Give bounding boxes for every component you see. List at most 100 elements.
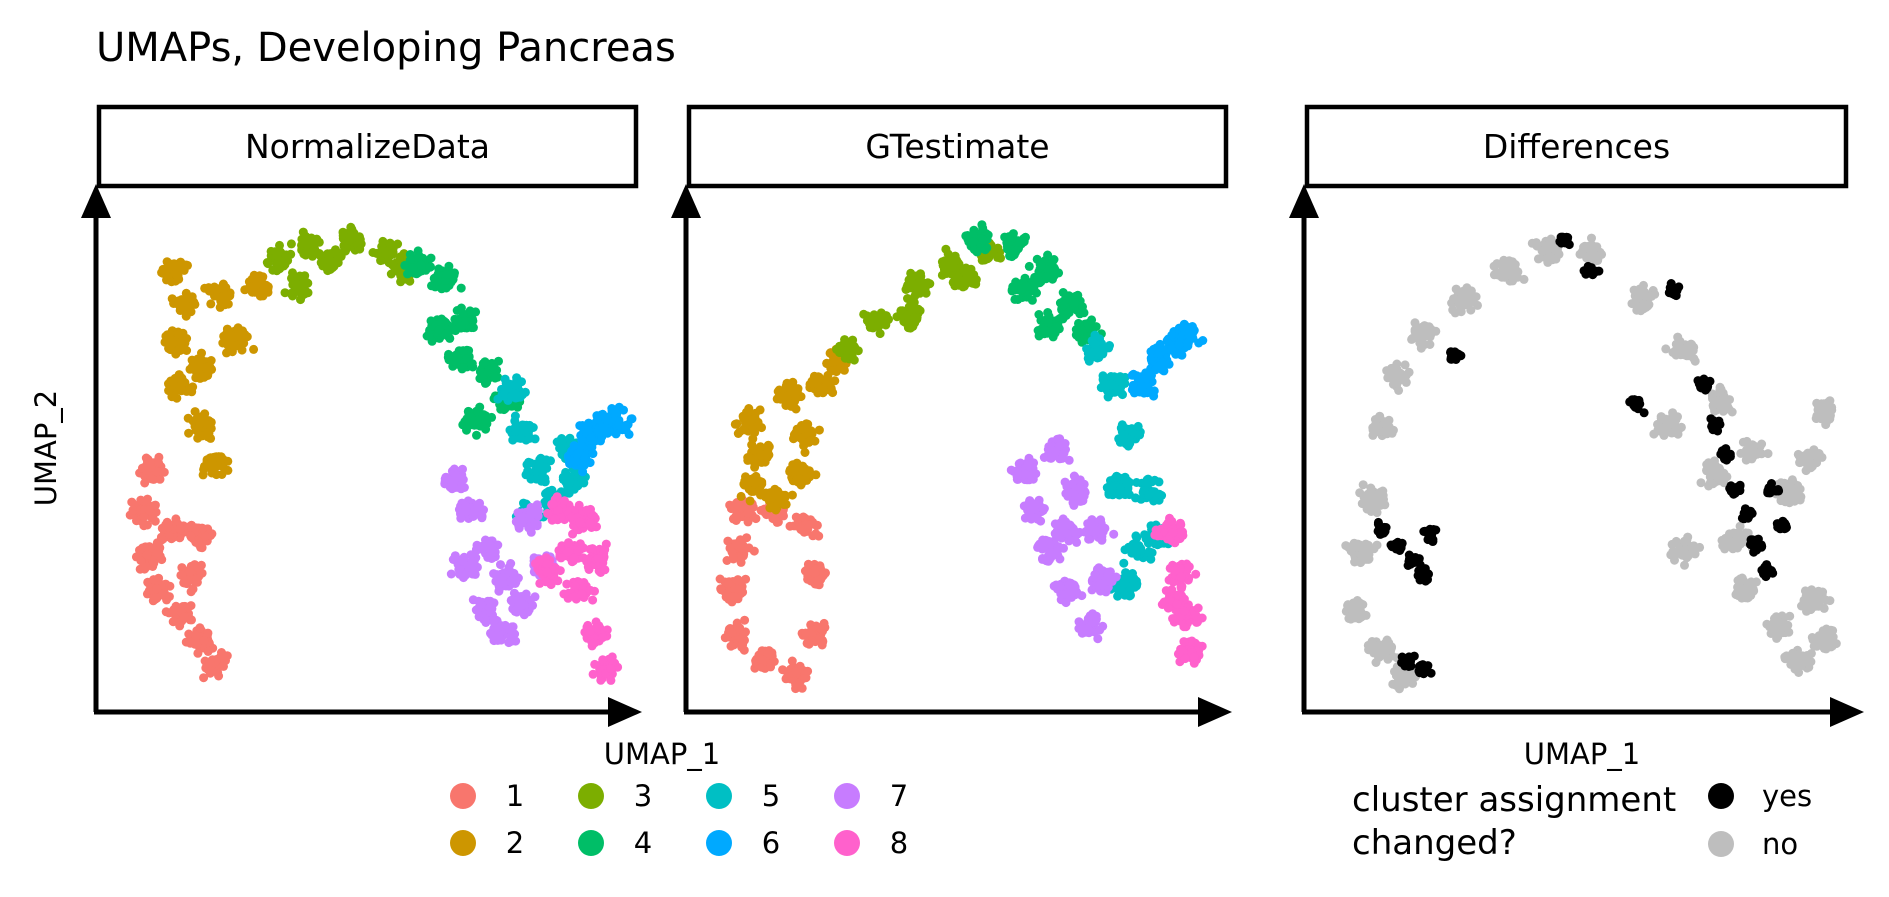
- point-1: [727, 547, 737, 557]
- point-7: [468, 595, 478, 605]
- point-4: [1024, 261, 1034, 271]
- point-4: [468, 323, 478, 333]
- point-1: [203, 628, 213, 638]
- point-7: [506, 559, 516, 568]
- point-1: [195, 623, 205, 633]
- point-2: [219, 331, 229, 341]
- point-4: [408, 263, 418, 273]
- point-8: [606, 663, 616, 673]
- point-5: [1120, 474, 1130, 484]
- point-2: [807, 427, 817, 437]
- point-4: [978, 235, 988, 245]
- point-2: [237, 331, 247, 341]
- point-3: [881, 311, 891, 321]
- point-1: [815, 623, 825, 633]
- point-2: [228, 332, 238, 342]
- point-7: [456, 513, 466, 523]
- point-7: [526, 527, 536, 537]
- point-1: [199, 636, 209, 646]
- point-3: [286, 239, 296, 249]
- point-2: [199, 461, 209, 471]
- point-7: [529, 506, 538, 516]
- point-3: [381, 249, 391, 259]
- point-2: [182, 346, 192, 355]
- point-4: [1030, 273, 1040, 283]
- point-1: [772, 517, 782, 527]
- point-8: [570, 581, 580, 591]
- point-4: [1034, 310, 1044, 319]
- point-3: [303, 278, 313, 288]
- point-8: [541, 577, 551, 587]
- point-5: [578, 475, 588, 485]
- point-5: [1109, 372, 1119, 382]
- point-1: [193, 648, 203, 658]
- point-1: [810, 568, 820, 578]
- point-8: [588, 544, 597, 554]
- point-8: [590, 638, 600, 648]
- point-4: [458, 346, 468, 356]
- point-7: [485, 603, 495, 612]
- point-6: [1127, 385, 1137, 395]
- point-7: [504, 638, 514, 648]
- point-2: [170, 261, 180, 270]
- point-1: [758, 655, 768, 665]
- point-8: [582, 505, 592, 515]
- point-2: [839, 365, 849, 375]
- point-1: [200, 531, 210, 541]
- point-8: [578, 543, 588, 553]
- point-4: [416, 260, 426, 270]
- point-4: [451, 350, 461, 360]
- point-1: [751, 514, 761, 524]
- point-8: [575, 517, 585, 527]
- point-1: [801, 628, 811, 638]
- point-3: [323, 249, 333, 259]
- point-3: [968, 278, 978, 288]
- point-2: [789, 388, 799, 398]
- point-7: [518, 516, 528, 526]
- point-6: [620, 421, 630, 430]
- point-5: [510, 416, 520, 426]
- point-8: [592, 623, 602, 633]
- point-7: [508, 622, 518, 632]
- point-2: [176, 337, 186, 347]
- point-2: [183, 301, 193, 311]
- point-4: [481, 424, 491, 434]
- point-1: [147, 474, 157, 484]
- point-6: [611, 429, 621, 439]
- point-4: [441, 329, 451, 339]
- point-2: [249, 344, 259, 354]
- point-8: [542, 567, 552, 577]
- point-2: [158, 264, 168, 274]
- point-1: [128, 505, 138, 515]
- point-4: [1027, 295, 1037, 305]
- point-7: [463, 561, 473, 571]
- point-1: [738, 640, 748, 650]
- point-5: [1131, 531, 1141, 541]
- point-5: [1121, 568, 1131, 578]
- point-1: [729, 592, 739, 602]
- point-3: [288, 268, 297, 278]
- point-2: [772, 486, 782, 496]
- point-3: [288, 291, 298, 301]
- point-5: [1128, 545, 1138, 555]
- point-5: [564, 488, 574, 498]
- facet-label-gtestimate: GTestimate: [865, 127, 1049, 166]
- point-4: [1036, 260, 1046, 270]
- point-2: [812, 377, 822, 387]
- point-2: [195, 419, 205, 429]
- point-7: [482, 538, 492, 548]
- point-3: [906, 275, 916, 285]
- point-4: [482, 378, 492, 387]
- point-2: [788, 399, 798, 409]
- point-4: [467, 359, 476, 369]
- point-4: [472, 406, 481, 416]
- point-3: [298, 227, 308, 237]
- point-1: [161, 607, 171, 617]
- point-7: [1020, 469, 1030, 479]
- point-1: [804, 639, 814, 649]
- point-4: [456, 283, 466, 293]
- point-2: [198, 470, 208, 480]
- point-5: [1120, 590, 1130, 600]
- point-8: [550, 514, 560, 524]
- point-1: [150, 500, 160, 510]
